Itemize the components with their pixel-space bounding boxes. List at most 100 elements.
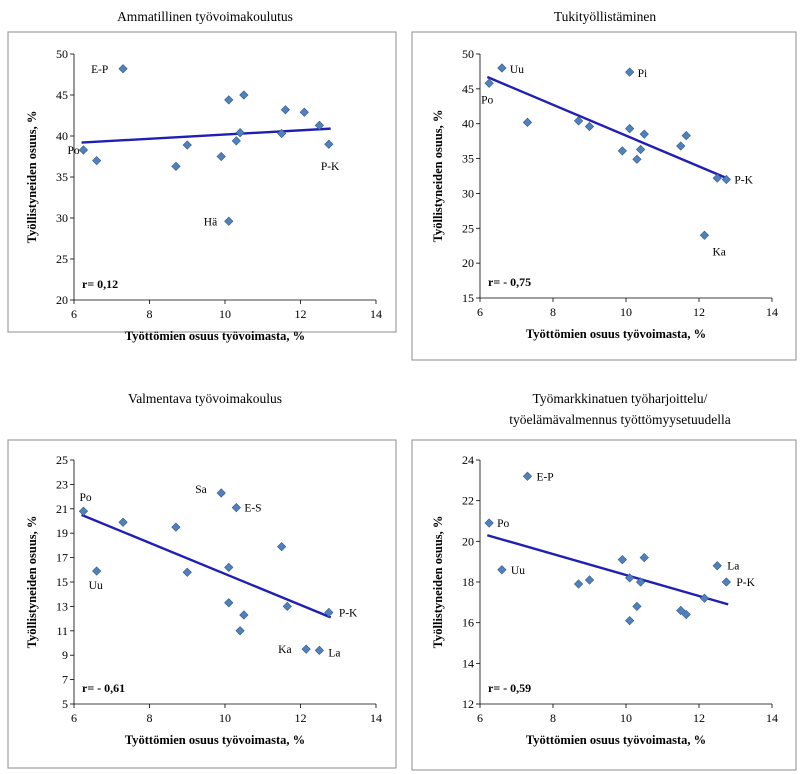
x-tick-label: 14 [370,711,382,725]
data-point [280,105,291,115]
x-tick-label: 6 [477,305,483,319]
point-label: E-P [91,64,108,76]
y-axis-label: Työllistyneiden osuus, % [25,111,39,244]
trendline [81,513,332,619]
data-point [239,610,249,620]
y-tick-label: 21 [56,502,68,516]
y-tick-label: 5 [62,697,68,711]
data-point [78,506,89,516]
y-tick-label: 35 [462,152,474,166]
point-label: Po [497,518,509,530]
data-point [277,541,287,552]
x-tick-label: 8 [550,711,556,725]
point-label: Uu [89,580,103,592]
chart-title-line: Työmarkkinatuen työharjoittelu/ [532,391,708,406]
data-point [635,144,646,155]
point-label: P-K [339,608,358,620]
y-tick-label: 45 [56,88,68,102]
correlation-label: r= 0,12 [82,277,118,291]
x-axis-label: Työttömien osuus työvoimasta, % [526,327,706,341]
data-point [721,174,731,185]
chart-title-2: Tukityöllistäminen [440,6,770,27]
data-point [712,561,722,571]
x-tick-label: 14 [766,305,778,319]
x-tick-label: 6 [477,711,483,725]
data-point [712,173,722,183]
y-tick-label: 25 [462,221,474,235]
data-point [681,609,691,620]
point-label: E-S [244,503,261,515]
data-point [182,567,192,577]
data-point [231,136,241,146]
data-point [676,141,686,151]
data-point [721,577,731,587]
data-point [676,605,686,616]
y-tick-label: 19 [56,526,68,540]
data-point [617,555,627,565]
data-point [484,78,494,88]
y-tick-label: 20 [56,293,68,307]
data-point [224,216,234,226]
point-label: Sa [195,484,207,496]
data-point [224,562,234,572]
data-point [301,644,311,654]
x-tick-label: 6 [71,307,77,321]
data-point [118,517,128,527]
chart-frame [7,439,397,769]
data-point [497,565,507,575]
correlation-label: r= - 0,75 [488,275,531,289]
y-tick-label: 30 [462,186,474,200]
chart-4: 12 14 16 18 20 22 24 6 8 10 12 14 Työttömien osuus t… [411,439,797,771]
data-point [617,146,627,156]
point-label: E-P [536,471,553,483]
data-point [92,566,102,576]
y-tick-label: 22 [462,494,474,508]
y-tick-label: 18 [462,575,474,589]
chart-3: 5 7 9 11 13 15 17 19 21 23 25 6 8 10 12 14 Työttömien os… [7,439,397,769]
x-tick-label: 10 [219,307,231,321]
data-point [282,601,292,612]
trendline [486,534,729,606]
y-tick-label: 12 [462,697,474,711]
data-point [681,130,691,141]
data-point [239,90,249,100]
data-point [314,645,324,655]
x-tick-label: 8 [550,305,556,319]
data-point [497,63,507,73]
data-point [216,151,226,162]
data-point [324,607,334,618]
data-point [182,140,192,150]
x-axis-label: Työttömien osuus työvoimasta, % [125,733,305,747]
data-point [216,488,226,498]
chart-title-3: Valmentava työvoimakoulus [40,388,370,409]
y-tick-label: 15 [56,575,68,589]
y-tick-label: 25 [56,453,68,467]
y-tick-label: 20 [462,534,474,548]
data-point [573,579,584,589]
x-axis-label: Työttömien osuus työvoimasta, % [125,329,305,343]
chart-title-1: Ammatillinen työvoimakoulutus [40,6,370,27]
point-label: Ka [278,644,291,656]
point-label: La [727,561,739,573]
x-tick-label: 12 [693,711,705,725]
chart-frame [411,31,797,361]
data-point [625,123,635,134]
x-tick-label: 12 [295,307,307,321]
chart-1: 20 25 30 35 40 45 50 6 8 10 12 14 Työttömien osuus t… [7,31,397,343]
y-tick-label: 40 [462,117,474,131]
x-tick-label: 8 [147,307,153,321]
x-tick-label: 12 [295,711,307,725]
data-point [625,573,635,583]
data-point [584,121,595,132]
data-point [277,128,287,139]
data-point [625,616,635,626]
data-point [639,552,649,563]
y-tick-label: 11 [56,624,68,638]
correlation-label: r= - 0,61 [82,681,125,695]
chart-title-line: Ammatillinen työvoimakoulutus [117,9,293,24]
data-point [639,129,649,139]
data-point [484,518,494,528]
chart-title-line: Tukityöllistäminen [553,9,657,24]
x-tick-label: 10 [620,711,632,725]
x-tick-label: 10 [219,711,231,725]
